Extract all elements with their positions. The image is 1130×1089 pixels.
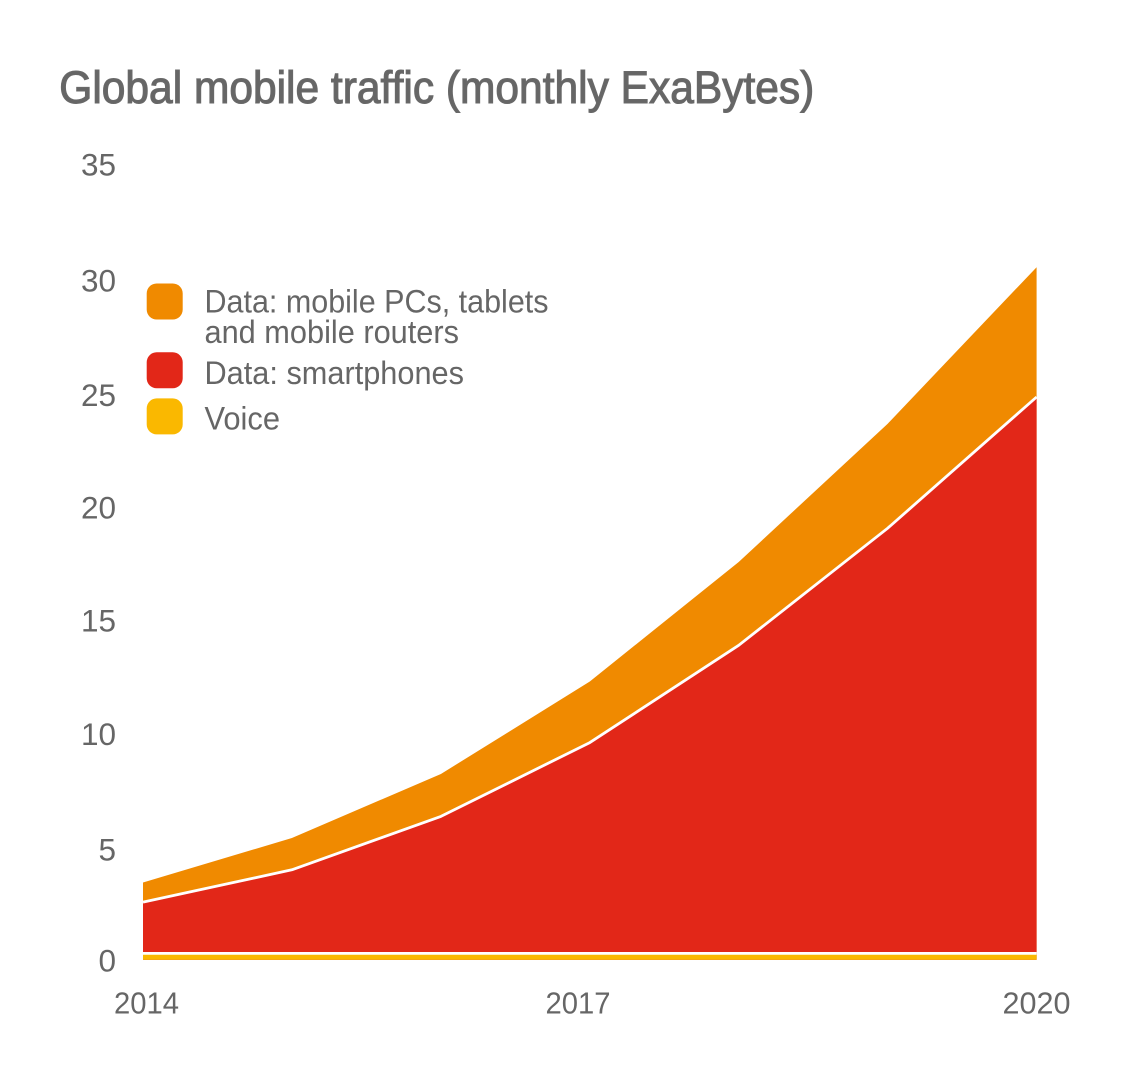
svg-text:2020: 2020 [1003, 986, 1071, 1021]
svg-text:25: 25 [81, 377, 116, 413]
svg-text:20: 20 [81, 489, 116, 525]
svg-text:35: 35 [81, 146, 116, 182]
svg-text:Data: mobile PCs, tablets: Data: mobile PCs, tablets [205, 283, 549, 319]
svg-text:5: 5 [98, 832, 116, 868]
svg-text:2014: 2014 [114, 986, 179, 1021]
svg-text:30: 30 [81, 263, 116, 299]
svg-text:Data: smartphones: Data: smartphones [205, 355, 465, 391]
svg-text:Global mobile traffic (monthly: Global mobile traffic (monthly ExaBytes) [59, 62, 814, 113]
svg-text:Voice: Voice [205, 401, 281, 437]
svg-text:and mobile routers: and mobile routers [205, 314, 460, 350]
svg-text:10: 10 [81, 716, 116, 752]
svg-text:0: 0 [98, 943, 116, 979]
svg-text:15: 15 [81, 603, 116, 639]
svg-text:2017: 2017 [546, 986, 611, 1021]
